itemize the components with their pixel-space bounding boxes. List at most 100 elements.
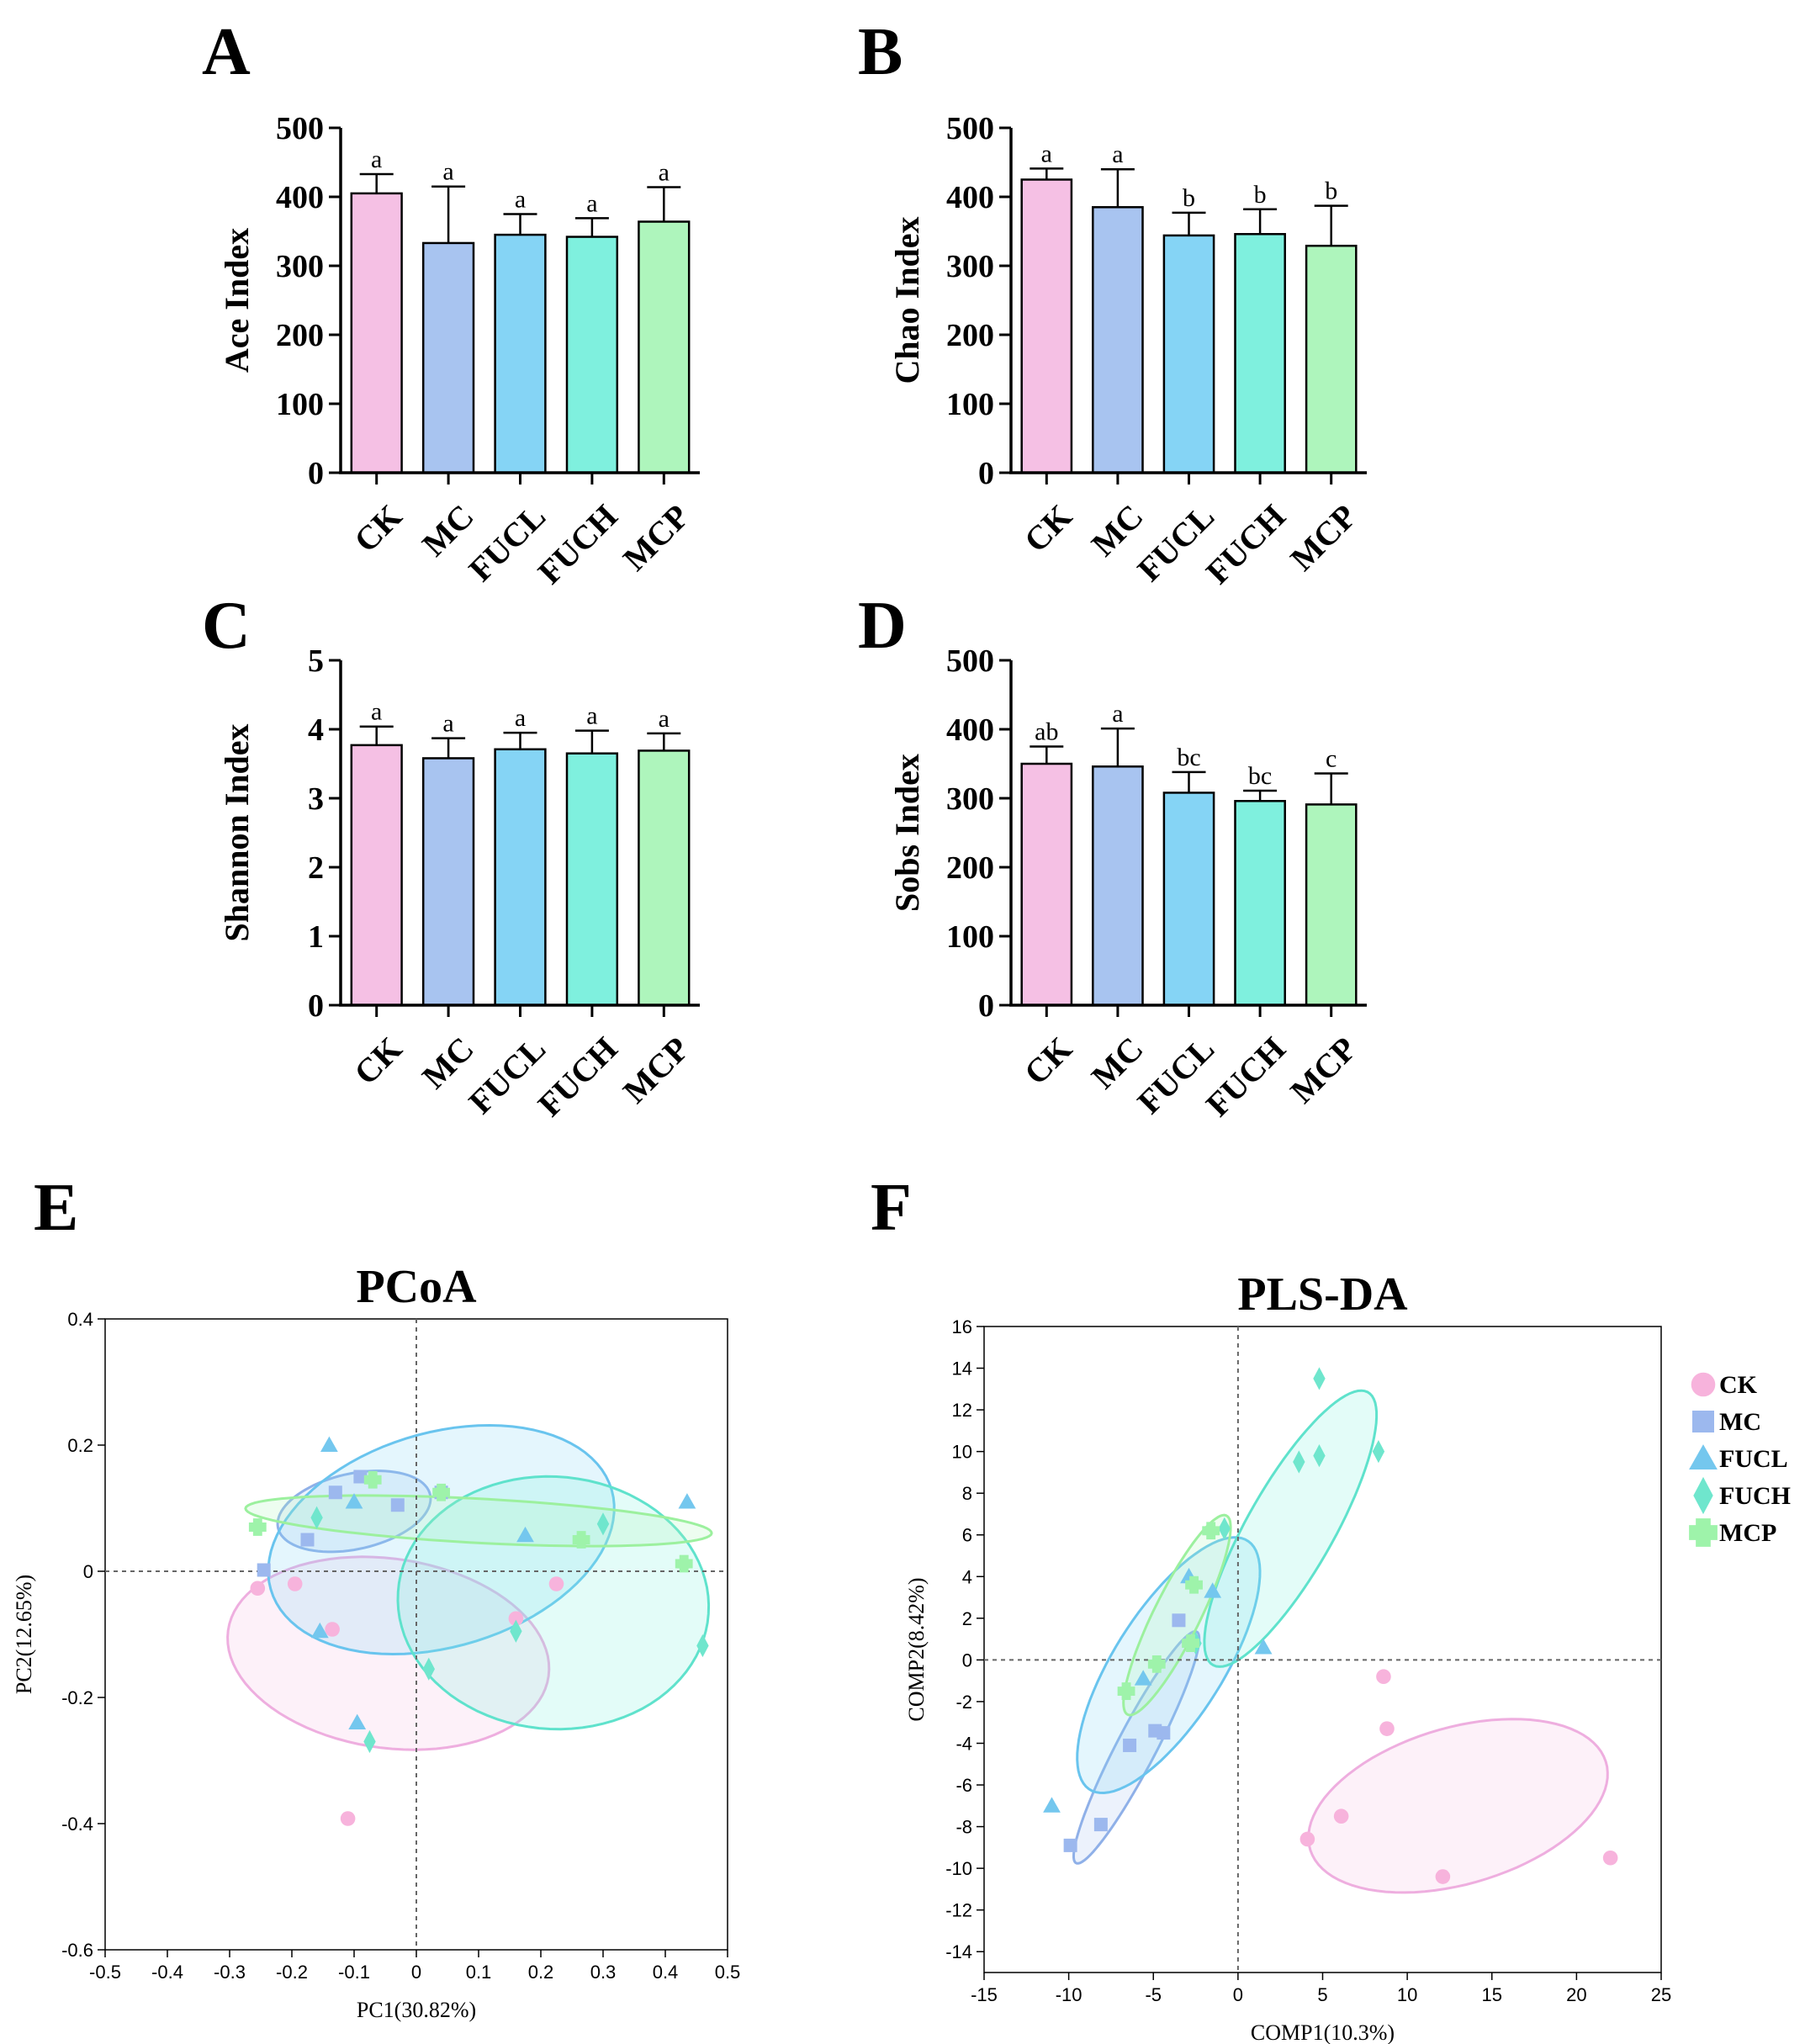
y-axis-label: COMP2(8.42%) [904,1577,929,1721]
point-triangle [345,1493,363,1509]
point-plus [1202,1522,1220,1540]
legend-item-fucl: FUCL [1689,1444,1788,1473]
ellipse-layer [1072,1389,1609,1894]
point-triangle [310,1622,329,1639]
point-square [1123,1738,1137,1752]
x-tick-label: -0.4 [151,1962,183,1983]
series-fucl [310,1436,696,1729]
y-tick-label: 0 [308,988,324,1024]
y-tick-label: 4 [308,712,324,748]
legend-label-mcp: MCP [1719,1519,1776,1547]
point-diamond [363,1729,376,1754]
y-axis-label: Ace Index [218,228,256,373]
y-tick-label: 0 [978,456,994,491]
x-tick-label-ck: CK [1017,1030,1079,1092]
x-tick-label-fuch: FUCH [531,1030,625,1124]
y-tick-label: 500 [276,111,324,146]
point-diamond [1293,1450,1305,1474]
chart-title: PLS-DA [1237,1268,1408,1321]
significance-letter-ck: a [1041,140,1052,167]
series-ck [1299,1669,1618,1884]
point-square [1093,1818,1108,1832]
bar-mc [1092,765,1144,1007]
bar-mcp [1305,244,1358,474]
x-tick-label-mcp: MCP [616,1030,696,1110]
point-plus [363,1470,382,1489]
x-tick-label: 0.2 [528,1962,554,1983]
significance-letter-mcp: c [1326,744,1337,772]
x-tick-label: -0.2 [276,1962,308,1983]
x-tick-label-fucl: FUCL [461,1030,553,1121]
y-tick-label: 0 [308,456,324,491]
x-tick-label: -5 [1145,1984,1162,2005]
point-plus [248,1518,267,1536]
bar-fucl [1162,234,1215,474]
panel-letter-f: F [871,1171,912,1245]
legend-label-mc: MC [1719,1408,1761,1436]
x-axis-label: PC1(30.82%) [357,1998,476,2022]
significance-letter-fucl: a [515,704,526,732]
significance-letter-ck: a [371,698,382,726]
y-axis-label: PC2(12.65%) [12,1575,36,1694]
x-tick-label-fuch: FUCH [531,497,625,591]
x-tick-label: 5 [1317,1984,1327,2005]
point-square [1692,1411,1714,1432]
point-diamond [1218,1517,1231,1540]
x-tick-label-fuch: FUCH [1199,497,1293,591]
legend-item-mcp: MCP [1689,1518,1776,1547]
y-tick-label: 400 [946,712,994,748]
point-triangle [320,1436,338,1452]
x-tick-label: 0 [411,1962,421,1983]
significance-letter-fucl: b [1183,184,1195,212]
y-tick-label: 0 [978,988,994,1024]
point-diamond [696,1634,709,1658]
point-triangle [1254,1639,1273,1655]
point-square [257,1563,271,1577]
x-tick-label: 15 [1482,1984,1502,2005]
x-tick-label: -10 [1056,1984,1082,2005]
point-diamond [510,1619,522,1643]
significance-letter-mcp: a [659,705,670,733]
point-circle [1691,1372,1716,1397]
y-tick-label: -4 [955,1733,972,1754]
y-tick-label: 1 [308,919,324,955]
bar-fuch [565,236,619,474]
point-plus [1689,1518,1718,1547]
significance-letter-mc: a [1112,700,1123,728]
y-tick-label: -2 [955,1692,972,1713]
bar-mcp [638,749,691,1007]
y-tick-label: -0.6 [61,1940,93,1961]
confidence-ellipse-fuch [396,1475,711,1731]
y-tick-label: 0 [83,1561,93,1582]
point-circle [508,1611,524,1627]
point-square [328,1485,342,1500]
significance-letter-fucl: a [515,186,526,214]
point-diamond [596,1512,610,1536]
significance-letter-ck: a [371,146,382,173]
point-triangle [1134,1670,1152,1686]
x-tick-label: 0.4 [653,1962,679,1983]
bar-mcp [638,220,691,474]
y-tick-label: 300 [946,781,994,817]
point-square [1172,1613,1186,1628]
point-circle [1602,1850,1618,1866]
y-tick-label: -0.2 [61,1687,93,1708]
bar-fuch [565,752,619,1007]
y-tick-label: 200 [946,318,994,353]
y-tick-label: 5 [308,643,324,679]
point-plus [1117,1682,1135,1700]
confidence-ellipse-ck [1307,1718,1609,1894]
confidence-ellipse-mc [276,1469,432,1554]
point-triangle [1043,1797,1061,1813]
x-tick-label: 10 [1397,1984,1417,2005]
significance-letter-ck: ab [1035,718,1058,746]
y-tick-label: -0.4 [61,1814,93,1835]
series-mc [1063,1613,1186,1852]
bar-fuch [1234,233,1286,474]
series-ck [250,1576,564,1826]
significance-letter-fuch: a [586,702,597,730]
x-tick-label: 20 [1566,1984,1586,2005]
confidence-ellipse-mc [1072,1630,1201,1865]
